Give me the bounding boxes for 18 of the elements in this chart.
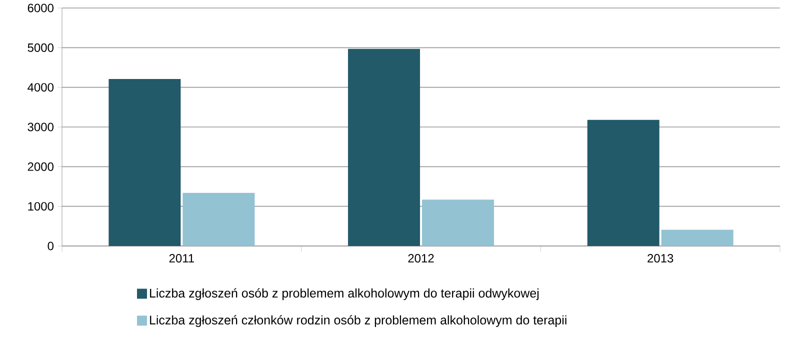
y-tick-label: 0 — [48, 242, 54, 250]
x-tick-label: 2011 — [169, 254, 194, 263]
bar — [348, 48, 420, 246]
x-tick-label: 2013 — [648, 254, 674, 263]
y-tick-label: 5000 — [28, 43, 54, 52]
bar — [182, 192, 255, 246]
legend-label: Liczba zgłoszeń członków rodzin osób z problemem alkoholowym do terapii — [150, 315, 566, 327]
legend-label: Liczba zgłoszeń osób z problemem alkoholowym do terapii odwykowej — [150, 288, 539, 300]
bar — [587, 120, 660, 246]
bar — [108, 79, 181, 246]
bar — [422, 200, 494, 246]
y-tick-label: 1000 — [28, 202, 54, 211]
bar — [661, 230, 734, 246]
y-tick-label: 2000 — [28, 162, 54, 171]
y-tick-label: 3000 — [28, 122, 54, 132]
y-tick-label: 6000 — [28, 4, 54, 12]
y-tick-label: 4000 — [28, 83, 54, 92]
x-tick-label: 2012 — [408, 254, 434, 263]
